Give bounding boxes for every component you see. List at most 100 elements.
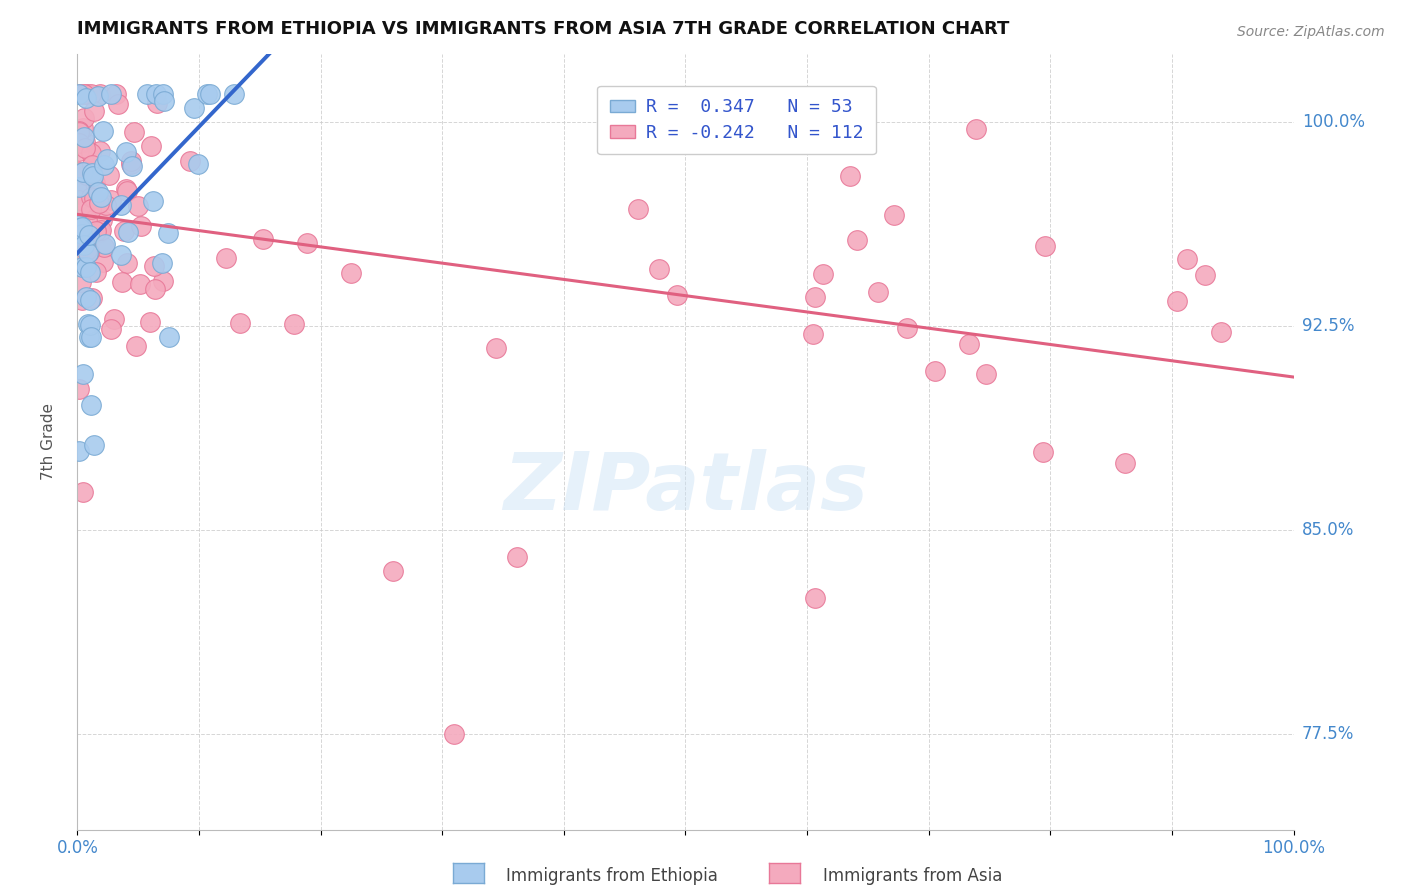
Point	[107, 97, 129, 112]
Point	[67, 145, 90, 159]
Point	[1175, 252, 1198, 267]
Point	[156, 227, 179, 241]
Point	[69, 87, 91, 102]
Point	[838, 169, 860, 184]
Point	[87, 196, 110, 211]
Point	[150, 256, 173, 270]
Point	[72, 176, 94, 190]
Point	[83, 191, 105, 205]
Point	[79, 145, 101, 160]
Point	[801, 327, 824, 342]
Point	[112, 224, 135, 238]
Y-axis label: 7th Grade: 7th Grade	[42, 403, 56, 480]
Point	[152, 274, 174, 288]
Point	[883, 208, 905, 222]
Point	[86, 89, 108, 103]
Point	[90, 190, 112, 204]
Point	[129, 219, 152, 233]
Point	[75, 260, 97, 275]
Point	[1033, 238, 1056, 252]
Point	[72, 121, 94, 136]
Point	[121, 160, 143, 174]
Point	[67, 124, 90, 138]
Point	[803, 290, 825, 304]
Point	[187, 157, 209, 171]
Point	[145, 87, 167, 102]
Point	[70, 220, 93, 235]
Point	[103, 312, 125, 326]
Point	[72, 165, 94, 179]
Point	[75, 168, 97, 182]
Point	[115, 145, 138, 160]
Point	[120, 153, 142, 168]
Point	[100, 193, 122, 207]
Point	[179, 153, 201, 168]
Point	[73, 87, 96, 102]
Text: IMMIGRANTS FROM ETHIOPIA VS IMMIGRANTS FROM ASIA 7TH GRADE CORRELATION CHART: IMMIGRANTS FROM ETHIOPIA VS IMMIGRANTS F…	[77, 21, 1010, 38]
Point	[80, 291, 103, 305]
Point	[229, 316, 252, 330]
Point	[70, 260, 93, 275]
Point	[114, 182, 136, 196]
Point	[70, 293, 93, 307]
Point	[157, 330, 180, 344]
Point	[89, 145, 111, 159]
Point	[70, 197, 93, 211]
Point	[83, 438, 105, 452]
Point	[295, 235, 318, 250]
Point	[117, 225, 139, 239]
Point	[139, 139, 162, 153]
Point	[665, 288, 688, 302]
Point	[382, 564, 405, 578]
Point	[79, 318, 101, 332]
Point	[104, 87, 127, 102]
Legend: R =  0.347   N = 53, R = -0.242   N = 112: R = 0.347 N = 53, R = -0.242 N = 112	[598, 86, 876, 154]
Point	[67, 179, 90, 194]
Point	[80, 330, 103, 344]
Point	[974, 367, 997, 381]
Point	[804, 591, 827, 606]
Point	[120, 157, 142, 171]
Point	[90, 213, 112, 227]
Point	[72, 485, 94, 500]
Point	[75, 141, 97, 155]
Point	[75, 290, 97, 304]
Point	[127, 199, 149, 213]
Point	[67, 443, 90, 458]
Point	[506, 550, 529, 565]
Text: Immigrants from Ethiopia: Immigrants from Ethiopia	[506, 867, 718, 885]
Point	[80, 202, 103, 217]
Point	[76, 213, 98, 227]
Point	[73, 238, 96, 252]
Point	[67, 218, 90, 232]
Point	[83, 103, 105, 118]
Point	[77, 330, 100, 344]
Text: Source: ZipAtlas.com: Source: ZipAtlas.com	[1237, 25, 1385, 39]
Text: 100.0%: 100.0%	[1302, 112, 1365, 130]
Point	[70, 227, 93, 241]
Point	[72, 205, 94, 219]
Point	[89, 87, 111, 102]
Point	[215, 251, 238, 265]
Point	[72, 202, 94, 217]
Point	[125, 339, 148, 353]
Point	[111, 275, 134, 289]
Point	[76, 246, 98, 260]
Point	[91, 255, 114, 269]
Point	[110, 248, 132, 262]
Point	[142, 259, 165, 273]
Point	[90, 222, 112, 236]
Point	[110, 198, 132, 212]
Text: 85.0%: 85.0%	[1302, 521, 1354, 539]
Point	[67, 260, 90, 274]
Point	[94, 236, 117, 251]
Point	[84, 224, 107, 238]
Point	[89, 226, 111, 240]
Point	[73, 237, 96, 252]
Point	[72, 130, 94, 145]
Point	[79, 293, 101, 307]
Point	[98, 168, 121, 182]
Point	[443, 727, 465, 741]
Point	[845, 234, 868, 248]
Point	[145, 96, 167, 111]
